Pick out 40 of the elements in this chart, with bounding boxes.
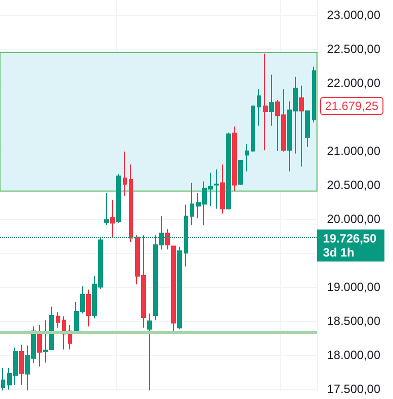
y-tick-label: 22.500,00 [327,42,381,56]
y-tick-label: 22.000,00 [327,76,381,90]
candlestick [129,164,133,243]
candlestick [165,228,170,250]
candlestick [123,151,127,196]
candlestick [226,132,231,210]
candlestick [37,324,42,368]
candlestick [305,110,310,148]
candlestick [86,289,91,327]
y-tick-label: 17.500,00 [327,382,381,396]
y-tick-label: 20.500,00 [327,178,381,192]
candlestick [220,164,225,214]
candlestick [257,88,261,126]
candlestick [110,199,115,238]
candlestick [214,168,219,210]
candlestick [116,174,121,224]
candlestick [1,367,5,391]
y-tick-label: 18.000,00 [327,348,381,362]
y-tick-label: 20.000,00 [327,212,381,226]
candlestick [251,106,255,152]
candlestick [232,126,237,192]
candlestick [269,74,274,126]
candlestick [190,182,194,226]
candlestick [104,192,109,226]
candlestick [147,312,152,391]
y-tick-label: 19.000,00 [327,280,381,294]
candlestick [19,344,24,386]
candlestick [177,246,182,330]
candlestick [312,66,316,123]
candlestick [56,312,60,328]
ref-line-label: 19.726,50 3d 1h [323,232,377,260]
candlestick [238,160,243,186]
candlestick [299,85,304,168]
candlestick [263,53,268,151]
candlestick [245,144,249,172]
text: 21.679,25 [325,99,379,113]
y-tick-label: 21.000,00 [327,144,381,158]
y-tick-label: 18.500,00 [327,314,381,328]
y-tick-label: 23.000,00 [327,8,381,22]
candlestick [171,246,176,334]
